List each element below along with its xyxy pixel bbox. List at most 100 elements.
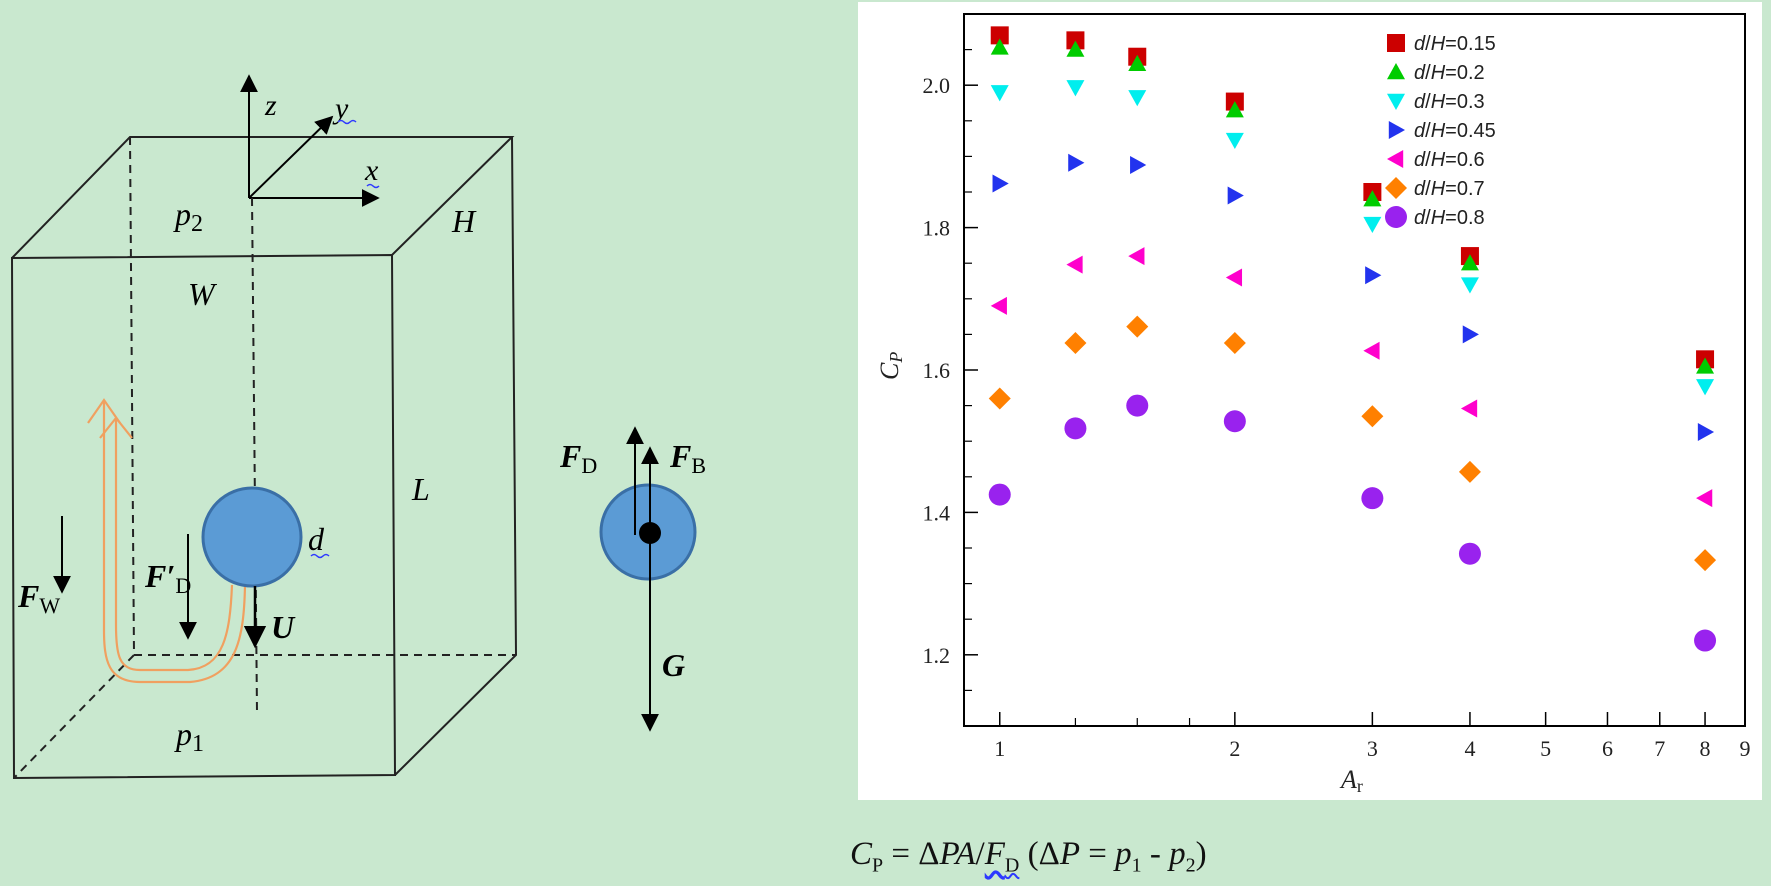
data-point [1696,357,1715,374]
tank-box [10,136,518,780]
legend-label: d/H=0.8 [1414,207,1485,229]
height-H-label: H [451,203,477,239]
data-point [1460,399,1478,418]
data-point [988,387,1011,410]
y-tick-label: 1.4 [923,500,951,525]
y-tick-label: 2.0 [923,73,951,98]
x-tick-label: 9 [1740,736,1751,761]
data-point [1064,331,1087,354]
y-axis-arrow [248,115,334,199]
fd-subscript: D [1004,854,1020,877]
legend-label: d/H=0.7 [1414,178,1485,200]
data-point [990,85,1009,102]
data-point [1694,629,1717,652]
y-axis-label: y [332,92,349,125]
p1-subscript: 1 [1131,854,1142,877]
data-point [1128,54,1147,72]
tank-front-face [10,253,397,780]
data-point [1694,549,1717,572]
data-point [1363,341,1380,360]
data-point [1697,422,1715,441]
equals-2: = [1079,836,1116,872]
data-point [990,26,1009,45]
data-point [1064,417,1087,440]
center-of-mass-dot [639,522,661,544]
data-point [1066,31,1085,50]
data-point [1223,410,1246,433]
y-label-underline [337,119,357,125]
y-tick-label: 1.8 [923,216,951,241]
x-tick-label: 1 [994,736,1005,761]
legend-marker [1387,150,1404,168]
data-point [1363,190,1382,207]
data-point [1361,405,1384,428]
width-W-label: W [188,276,218,312]
x-tick-label: 4 [1464,736,1475,761]
x-tick-label: 7 [1654,736,1665,761]
data-point [1066,80,1085,97]
p1-term: p [1115,836,1132,872]
p2-term: p [1169,836,1186,872]
drag-prime-label: F′D [144,558,191,598]
data-point [1458,460,1481,483]
x-axis-ticks: 1 2 3 4 5 6 7 8 9 [994,712,1751,761]
x-tick-label: 2 [1229,736,1240,761]
drag-force-label: FD [559,438,597,478]
gravity-G-label: G [662,647,685,683]
tank-hidden-edges [13,136,516,779]
legend-marker [1387,34,1405,52]
centerline [251,197,258,713]
data-point [1361,487,1384,510]
diameter-d-label: d [308,521,325,557]
data-point [1696,489,1713,508]
paren-close: ) [1195,836,1207,872]
pressure-p1-label: p1 [174,716,204,757]
d-label-underline [310,553,330,559]
data-point [1462,325,1479,344]
legend-label: d/H=0.45 [1414,120,1496,142]
data-point [1227,186,1244,205]
return-flow-arrow [87,398,247,684]
data-point [1068,153,1085,172]
legend-label: d/H=0.6 [1414,149,1485,171]
pa-term: PA [939,836,976,872]
data-point [990,296,1007,315]
data-point [1130,155,1147,174]
fd-term: F [984,836,1005,872]
y-axis-title: CP [875,352,906,380]
legend-marker [1388,121,1405,139]
cp-symbol: C [850,836,873,872]
x-tick-label: 8 [1700,736,1711,761]
cp-definition-formula: CP = ΔPA/FD (ΔP = p1 - p2) [850,836,1410,878]
equals-delta: = Δ [883,836,940,872]
data-point [992,174,1009,193]
length-L-label: L [411,471,430,507]
legend-marker [1385,177,1407,199]
x-tick-label: 5 [1540,736,1551,761]
legend-marker [1387,63,1405,80]
data-point [1128,247,1145,266]
data-point [1066,40,1085,57]
p2-subscript: 2 [1185,854,1196,877]
data-point [1066,255,1083,274]
data-point [1225,132,1244,150]
sphere [201,486,303,588]
data-point [1696,379,1715,396]
data-point [1225,268,1243,287]
data-points [988,26,1717,652]
y-axis-ticks: 1.2 1.4 1.6 1.8 2.0 [923,13,978,727]
y-tick-label: 1.6 [923,358,951,383]
velocity-U-label: U [271,609,296,645]
data-point [1128,90,1147,107]
y-tick-label: 1.2 [923,643,951,668]
legend-label: d/H=0.2 [1414,62,1485,84]
wall-force-label: FW [17,578,60,618]
x-label-underline [366,183,380,189]
cp-subscript: P [872,854,884,877]
data-point [1126,394,1149,417]
x-axis-label: x [364,154,379,187]
z-axis-label: z [264,89,277,122]
legend-label: d/H=0.15 [1414,33,1496,55]
